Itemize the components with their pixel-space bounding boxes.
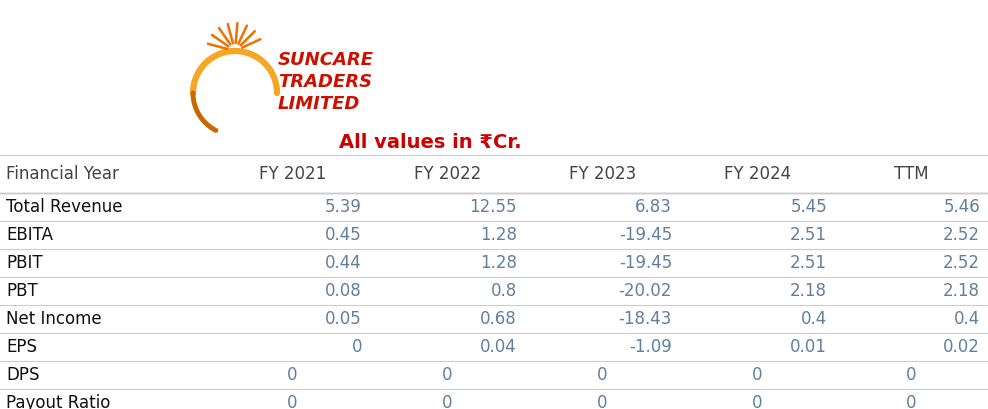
Text: LIMITED: LIMITED bbox=[278, 95, 361, 113]
Text: 2.52: 2.52 bbox=[943, 254, 980, 272]
Text: -1.09: -1.09 bbox=[629, 338, 672, 356]
Text: 0.05: 0.05 bbox=[325, 310, 362, 328]
Text: Total Revenue: Total Revenue bbox=[6, 198, 123, 216]
Text: DPS: DPS bbox=[6, 366, 40, 384]
Text: 0: 0 bbox=[752, 366, 763, 384]
Text: 0: 0 bbox=[752, 394, 763, 409]
Text: 0: 0 bbox=[598, 394, 608, 409]
Text: 0: 0 bbox=[288, 394, 297, 409]
Text: 12.55: 12.55 bbox=[469, 198, 517, 216]
Text: 2.51: 2.51 bbox=[790, 254, 827, 272]
Text: 0.08: 0.08 bbox=[325, 282, 362, 300]
Text: 0.01: 0.01 bbox=[790, 338, 827, 356]
Text: Net Income: Net Income bbox=[6, 310, 102, 328]
Text: FY 2021: FY 2021 bbox=[259, 165, 326, 183]
Text: 2.52: 2.52 bbox=[943, 226, 980, 244]
Text: 0: 0 bbox=[906, 366, 917, 384]
Text: 0.8: 0.8 bbox=[491, 282, 517, 300]
Text: 0.04: 0.04 bbox=[480, 338, 517, 356]
Text: -19.45: -19.45 bbox=[618, 254, 672, 272]
Text: FY 2023: FY 2023 bbox=[569, 165, 636, 183]
Text: PBT: PBT bbox=[6, 282, 38, 300]
Text: 0: 0 bbox=[443, 394, 453, 409]
Text: 6.83: 6.83 bbox=[635, 198, 672, 216]
Text: 0.45: 0.45 bbox=[325, 226, 362, 244]
Text: 0: 0 bbox=[288, 366, 297, 384]
Text: PBIT: PBIT bbox=[6, 254, 42, 272]
Text: -20.02: -20.02 bbox=[618, 282, 672, 300]
Text: 2.18: 2.18 bbox=[790, 282, 827, 300]
Text: 2.18: 2.18 bbox=[943, 282, 980, 300]
Text: 0.4: 0.4 bbox=[953, 310, 980, 328]
Text: 0: 0 bbox=[906, 394, 917, 409]
Text: 0: 0 bbox=[598, 366, 608, 384]
Text: 0.02: 0.02 bbox=[944, 338, 980, 356]
Text: 1.28: 1.28 bbox=[480, 254, 517, 272]
Text: Payout Ratio: Payout Ratio bbox=[6, 394, 111, 409]
Text: 0.68: 0.68 bbox=[480, 310, 517, 328]
Text: -19.45: -19.45 bbox=[618, 226, 672, 244]
Text: -18.43: -18.43 bbox=[618, 310, 672, 328]
Text: 5.39: 5.39 bbox=[325, 198, 362, 216]
Text: EPS: EPS bbox=[6, 338, 37, 356]
Text: 0: 0 bbox=[443, 366, 453, 384]
Text: 0.4: 0.4 bbox=[800, 310, 827, 328]
Text: 0: 0 bbox=[352, 338, 362, 356]
Text: TRADERS: TRADERS bbox=[278, 73, 372, 91]
Text: EBITA: EBITA bbox=[6, 226, 53, 244]
Text: 5.46: 5.46 bbox=[944, 198, 980, 216]
Text: SUNCARE: SUNCARE bbox=[278, 51, 374, 69]
Text: All values in ₹Cr.: All values in ₹Cr. bbox=[339, 133, 522, 151]
Text: Financial Year: Financial Year bbox=[6, 165, 119, 183]
Text: 0.44: 0.44 bbox=[325, 254, 362, 272]
Text: TTM: TTM bbox=[894, 165, 929, 183]
Text: FY 2022: FY 2022 bbox=[414, 165, 481, 183]
Text: 2.51: 2.51 bbox=[790, 226, 827, 244]
Text: 5.45: 5.45 bbox=[790, 198, 827, 216]
Text: FY 2024: FY 2024 bbox=[724, 165, 791, 183]
Text: 1.28: 1.28 bbox=[480, 226, 517, 244]
